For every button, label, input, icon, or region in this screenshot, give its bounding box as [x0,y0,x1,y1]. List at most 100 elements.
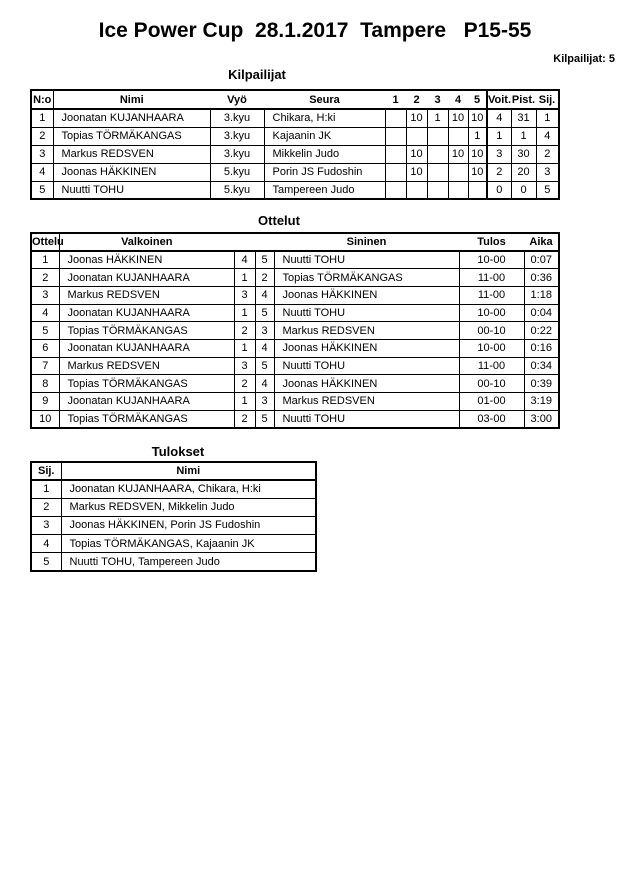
result-cell: 03-00 [458,409,525,429]
matches-section-heading: Ottelut [258,213,300,228]
results-header-place: Sij. [31,462,62,480]
competitor-number-cell: 5 [30,180,54,200]
match-number-cell: 5 [30,321,60,340]
competitor-number-cell: 3 [30,144,54,164]
place-cell: 3 [535,162,560,182]
competitor-club-cell: Kajaanin JK [263,126,386,146]
matches-header-row: Ottelu Valkoinen Sininen Tulos Aika [31,233,559,251]
wins-cell: 4 [486,108,512,128]
competitor-belt-cell: 3.kyu [209,108,265,128]
score-cell: 10 [467,144,488,164]
match-number-cell: 6 [30,338,60,358]
result-cell: 01-00 [458,392,525,411]
wins-cell: 1 [486,126,512,146]
competitor-name-cell: Joonas HÄKKINEN [52,162,211,182]
score-cell [426,126,449,146]
result-row: 4 Topias TÖRMÄKANGAS, Kajaanin JK [30,534,317,554]
blue-player-cell: Joonas HÄKKINEN [273,374,460,393]
time-cell: 0:04 [523,303,560,323]
place-cell: 2 [535,144,560,164]
score-cell [426,180,449,200]
competitor-row: 3 Markus REDSVEN 3.kyu Mikkelin Judo 10 … [30,144,560,164]
score-cell: 10 [405,108,428,128]
match-row: 2 Joonatan KUJANHAARA 1 2 Topias TÖRMÄKA… [30,268,560,287]
competitors-header-place: Sij. [538,93,556,106]
result-row: 2 Markus REDSVEN, Mikkelin Judo [30,497,317,517]
competitor-row: 2 Topias TÖRMÄKANGAS 3.kyu Kajaanin JK 1… [30,126,560,146]
result-name-cell: Nuutti TOHU, Tampereen Judo [60,552,317,572]
competitors-header-row: N:o Nimi Vyö Seura 1 2 3 4 5 Voit. Pist.… [31,90,559,109]
matches-header-blue: Sininen [346,236,387,248]
white-player-cell: Topias TÖRMÄKANGAS [58,321,235,340]
score-cell [426,162,449,182]
place-cell: 5 [535,180,560,200]
results-header-row: Sij. Nimi [31,462,316,480]
competitors-header-round-3: 3 [434,93,441,106]
competitor-belt-cell: 3.kyu [209,144,265,164]
result-row: 3 Joonas HÄKKINEN, Porin JS Fudoshin [30,515,317,536]
blue-player-cell: Joonas HÄKKINEN [273,338,460,358]
competitor-belt-cell: 5.kyu [209,180,265,200]
blue-number-cell: 3 [254,321,275,340]
time-cell: 0:34 [523,356,560,376]
white-player-cell: Joonatan KUJANHAARA [58,338,235,358]
match-number-cell: 2 [30,268,60,287]
white-player-cell: Joonatan KUJANHAARA [58,303,235,323]
white-number-cell: 2 [233,374,256,393]
competitors-header-club: Seura [309,93,340,106]
score-cell: 10 [405,144,428,164]
time-cell: 0:16 [523,338,560,358]
white-number-cell: 1 [233,338,256,358]
time-cell: 0:39 [523,374,560,393]
score-cell [384,144,407,164]
white-player-cell: Joonatan KUJANHAARA [58,268,235,287]
competitors-header-round-2: 2 [413,93,420,106]
white-number-cell: 1 [233,392,256,411]
competitor-number-cell: 2 [30,126,54,146]
blue-player-cell: Nuutti TOHU [273,356,460,376]
score-cell [467,180,488,200]
score-cell [405,126,428,146]
competitor-club-cell: Tampereen Judo [263,180,386,200]
time-cell: 3:00 [523,409,560,429]
competitor-name-cell: Topias TÖRMÄKANGAS [52,126,211,146]
place-cell: 1 [535,108,560,128]
blue-number-cell: 2 [254,268,275,287]
white-player-cell: Topias TÖRMÄKANGAS [58,374,235,393]
wins-cell: 2 [486,162,512,182]
result-cell: 11-00 [458,285,525,305]
result-row: 5 Nuutti TOHU, Tampereen Judo [30,552,317,572]
matches-table: Ottelu Valkoinen Sininen Tulos Aika 1 Jo… [30,232,560,429]
competitors-header-round-1: 1 [392,93,399,106]
result-cell: 00-10 [458,374,525,393]
competitors-table: N:o Nimi Vyö Seura 1 2 3 4 5 Voit. Pist.… [30,89,560,200]
result-name-cell: Joonas HÄKKINEN, Porin JS Fudoshin [60,515,317,536]
result-place-cell: 1 [30,479,62,499]
match-number-cell: 4 [30,303,60,323]
score-cell: 1 [426,108,449,128]
competitor-number-cell: 4 [30,162,54,182]
competitor-name-cell: Nuutti TOHU [52,180,211,200]
competitors-header-points: Pist. [511,93,536,106]
match-row: 10 Topias TÖRMÄKANGAS 2 5 Nuutti TOHU 03… [30,409,560,429]
result-name-cell: Topias TÖRMÄKANGAS, Kajaanin JK [60,534,317,554]
result-cell: 11-00 [458,268,525,287]
competitors-header-round-4: 4 [454,93,462,106]
match-number-cell: 3 [30,285,60,305]
time-cell: 0:07 [523,250,560,270]
competitor-number-cell: 1 [30,108,54,128]
score-cell [447,162,469,182]
match-number-cell: 7 [30,356,60,376]
points-cell: 31 [510,108,537,128]
result-row: 1 Joonatan KUJANHAARA, Chikara, H:ki [30,479,317,499]
competitor-club-cell: Porin JS Fudoshin [263,162,386,182]
competitor-belt-cell: 3.kyu [209,126,265,146]
score-cell: 1 [467,126,488,146]
competitors-header-no: N:o [31,90,54,109]
result-name-cell: Markus REDSVEN, Mikkelin Judo [60,497,317,517]
competitor-row: 4 Joonas HÄKKINEN 5.kyu Porin JS Fudoshi… [30,162,560,182]
blue-number-cell: 3 [254,392,275,411]
white-player-cell: Joonas HÄKKINEN [58,250,235,270]
blue-number-cell: 5 [254,303,275,323]
